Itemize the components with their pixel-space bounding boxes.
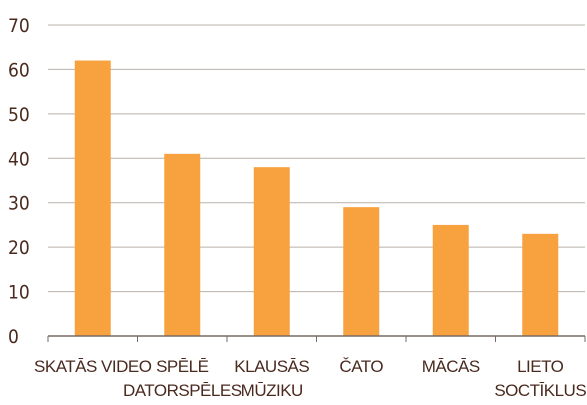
- category-label: SOCTĪKLUS: [494, 381, 586, 400]
- y-tick-label: 10: [8, 282, 30, 304]
- bar: [164, 153, 201, 336]
- grid-lines: [48, 24, 585, 293]
- bar: [522, 233, 559, 336]
- category-label: KLAUSĀS: [234, 357, 309, 376]
- bar: [253, 167, 290, 336]
- y-tick-label: 50: [8, 104, 30, 126]
- bar: [432, 224, 469, 336]
- category-separators: [47, 336, 586, 342]
- category-label: MĀCĀS: [422, 357, 480, 376]
- y-axis-ticks: 0 10 20 30 40 50 60 70: [8, 15, 30, 348]
- y-tick-label: 70: [8, 15, 30, 37]
- bar: [74, 60, 111, 337]
- x-axis-categories: SKATĀS VIDEO SPĒLĒ DATORSPĒLES KLAUSĀS MŪZIK…: [34, 357, 587, 400]
- y-tick-label: 60: [8, 59, 30, 81]
- y-tick-label: 20: [8, 237, 30, 259]
- category-label: MŪZIKU: [241, 381, 303, 400]
- bars: [74, 60, 559, 337]
- category-label: LIETO: [517, 357, 564, 376]
- category-label: DATORSPĒLES: [123, 381, 242, 400]
- category-label: SPĒLĒ: [156, 357, 208, 376]
- category-label: SKATĀS VIDEO: [34, 357, 152, 376]
- y-tick-label: 40: [8, 148, 30, 170]
- bar: [343, 207, 380, 336]
- y-tick-label: 0: [8, 326, 19, 348]
- category-label: ČATO: [339, 357, 383, 376]
- y-tick-label: 30: [8, 193, 30, 215]
